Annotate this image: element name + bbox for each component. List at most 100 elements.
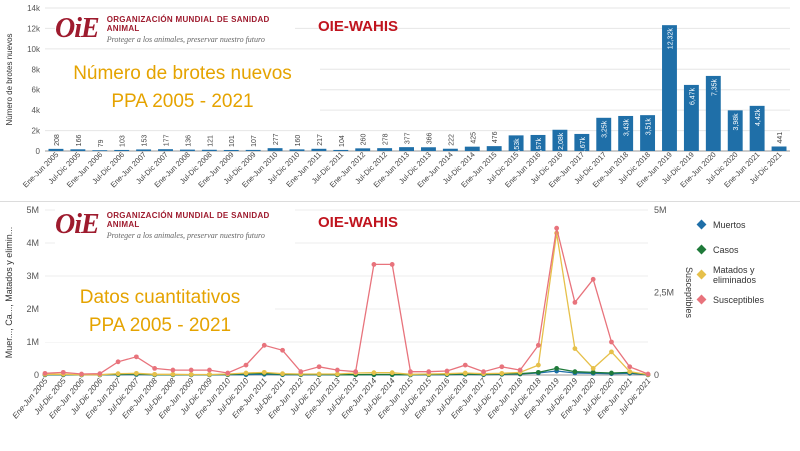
series-point — [243, 362, 249, 368]
series-point — [389, 370, 395, 376]
series-point — [499, 370, 505, 376]
bar — [662, 25, 677, 151]
bar — [201, 149, 217, 151]
bar-data-label: 101 — [229, 135, 236, 147]
bar-data-label: 12,32k — [667, 28, 674, 50]
bar — [333, 149, 349, 151]
bar-y-tick-label: 6k — [32, 86, 41, 95]
bar-data-label: 153 — [142, 135, 149, 147]
series-point — [444, 368, 450, 374]
bar — [223, 149, 239, 151]
legend-marker-icon — [696, 269, 707, 280]
line-y-tick-label: 0 — [34, 370, 39, 380]
bar — [377, 148, 393, 151]
series-line-susceptibles — [44, 228, 649, 375]
series-point — [133, 354, 139, 360]
bar — [771, 146, 787, 151]
bar-data-label: 3,51k — [646, 118, 653, 136]
bar-data-label: 6,47k — [689, 87, 696, 105]
bar-chart-overlay-title: Número de brotes nuevos PPA 2005 - 2021 — [45, 60, 320, 120]
bar — [530, 134, 546, 151]
line-y-tick-label: 4M — [26, 238, 39, 248]
line-y-tick-label: 3M — [26, 271, 39, 281]
series-point — [590, 276, 596, 282]
legend-item: Casos — [696, 237, 800, 262]
oie-wahis-label-2: OIE-WAHIS — [318, 214, 399, 231]
bar-data-label: 3,98k — [733, 113, 740, 131]
bar-data-label: 107 — [251, 135, 258, 147]
line-y-right-tick-label: 0 — [654, 370, 659, 380]
bar — [267, 148, 283, 151]
series-point — [572, 369, 578, 375]
series-point — [609, 349, 614, 355]
legend-marker-icon — [696, 294, 707, 305]
bar-data-label: 166 — [76, 135, 83, 147]
line-chart-legend: Muertos Casos Matados y eliminados Suscepti… — [696, 212, 800, 312]
oie-logo: OiE ORGANIZACIÓN MUNDIAL DE SANIDAD ANIM… — [55, 10, 295, 48]
legend-label: Susceptibles — [713, 294, 765, 305]
series-point — [261, 342, 267, 348]
bar-data-label: 103 — [120, 135, 127, 147]
bar-data-label: 476 — [492, 131, 499, 143]
bar-data-label: 377 — [405, 132, 412, 144]
series-point — [609, 339, 614, 345]
bar-chart-overlay-line1: Número de brotes nuevos — [73, 63, 292, 84]
series-point — [298, 369, 304, 375]
oie-wahis-label: OIE-WAHIS — [318, 18, 399, 35]
bar-y-tick-label: 2k — [32, 127, 41, 136]
line-chart-overlay-line1: Datos cuantitativos — [79, 287, 241, 308]
series-point — [353, 369, 359, 375]
series-point — [170, 367, 176, 373]
line-y-axis-label: Muer..., Ca..., Matados y elimin... — [4, 227, 14, 359]
bar-data-label: 366 — [426, 132, 433, 144]
bar — [640, 115, 656, 151]
bar-data-label: 136 — [185, 135, 192, 147]
bar-data-label: 121 — [207, 135, 214, 147]
series-point — [207, 367, 212, 373]
bar-y-tick-label: 4k — [32, 106, 41, 115]
series-point — [535, 342, 541, 348]
oie-logo-mark-2: OiE — [55, 209, 100, 240]
bar — [596, 117, 612, 151]
bar — [574, 133, 590, 151]
legend-item: Muertos — [696, 212, 800, 237]
bar-y-tick-label: 8k — [32, 65, 41, 74]
legend-item: Matados y eliminados — [696, 262, 800, 287]
line-y-tick-label: 1M — [26, 337, 39, 347]
bar-y-tick-label: 10k — [27, 45, 41, 54]
bar — [618, 115, 634, 151]
bar — [705, 75, 721, 151]
series-point — [627, 364, 633, 370]
bar — [486, 146, 502, 151]
series-point — [517, 367, 523, 373]
legend-item: Susceptibles — [696, 287, 800, 312]
bar — [311, 148, 327, 151]
bar-data-label: 104 — [339, 135, 346, 147]
line-y-right-tick-label: 5M — [654, 205, 667, 215]
series-point — [371, 262, 377, 267]
series-point — [535, 369, 541, 375]
oie-org-name-2: ORGANIZACIÓN MUNDIAL DE SANIDAD ANIMAL — [106, 210, 270, 229]
series-point — [280, 347, 285, 353]
bar — [245, 149, 261, 151]
bar — [48, 148, 64, 151]
series-point — [243, 370, 249, 376]
bar-data-label: 217 — [317, 134, 324, 146]
series-point — [115, 359, 121, 365]
bar-data-label: 4,42k — [755, 108, 762, 126]
series-point — [645, 371, 651, 377]
bar-data-label: 1,67k — [580, 136, 587, 154]
legend-label: Casos — [713, 244, 739, 255]
bar-data-label: 177 — [164, 134, 171, 146]
bar-y-axis-label: Número de brotes nuevos — [5, 33, 14, 125]
oie-logo-2: OiE ORGANIZACIÓN MUNDIAL DE SANIDAD ANIM… — [55, 206, 295, 244]
bar — [114, 149, 130, 151]
bar — [508, 135, 524, 151]
series-point — [590, 366, 596, 371]
bar-data-label: 222 — [448, 134, 455, 146]
line-chart-overlay-title: Datos cuantitativos PPA 2005 - 2021 — [45, 284, 275, 342]
series-point — [462, 370, 468, 376]
series-point — [316, 371, 322, 377]
bar — [727, 110, 743, 151]
bar — [464, 146, 480, 151]
